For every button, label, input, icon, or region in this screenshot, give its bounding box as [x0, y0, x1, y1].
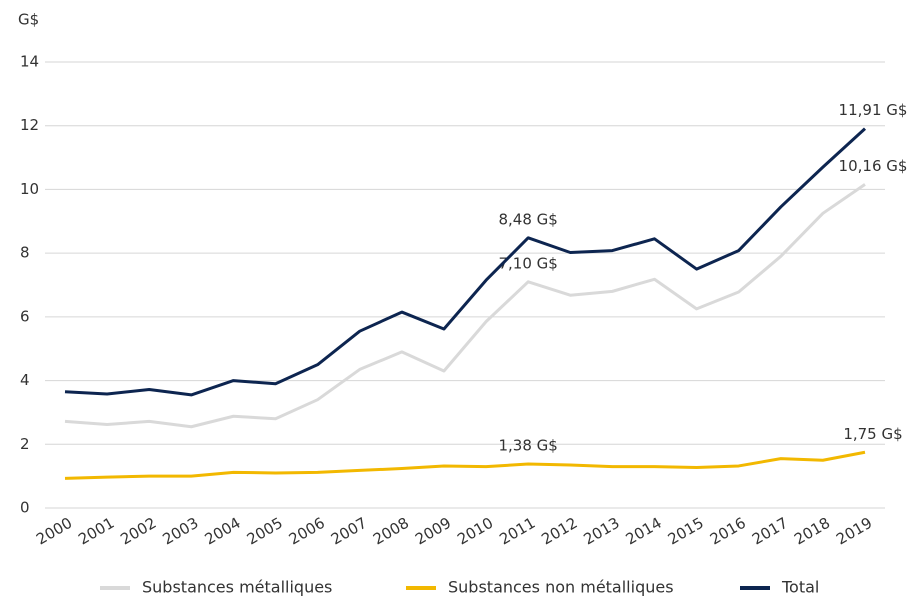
value-label: 8,48 G$ [498, 210, 557, 228]
y-tick-label: 2 [20, 435, 30, 453]
y-axis-label: G$ [18, 11, 39, 29]
value-label: 7,10 G$ [498, 254, 557, 272]
x-tick-label: 2008 [370, 514, 412, 549]
x-tick-label: 2012 [538, 514, 580, 549]
y-tick-label: 6 [20, 307, 30, 325]
y-tick-label: 14 [20, 53, 39, 71]
x-tick-label: 2011 [496, 514, 538, 549]
legend-label: Substances non métalliques [448, 578, 674, 597]
x-tick-label: 2005 [244, 514, 286, 549]
y-tick-label: 8 [20, 244, 30, 262]
value-label: 1,75 G$ [843, 425, 902, 443]
x-tick-label: 2010 [454, 514, 496, 549]
x-tick-label: 2013 [581, 514, 623, 549]
x-tick-label: 2009 [412, 514, 454, 549]
x-tick-label: 2017 [749, 514, 791, 549]
x-tick-label: 2014 [623, 514, 665, 549]
legend-label: Total [781, 578, 819, 597]
legend-label: Substances métalliques [142, 578, 332, 597]
x-tick-label: 2000 [33, 514, 75, 549]
x-tick-label: 2015 [665, 514, 707, 549]
y-tick-label: 0 [20, 499, 30, 517]
x-tick-label: 2007 [328, 514, 370, 549]
y-tick-label: 4 [20, 371, 30, 389]
x-tick-label: 2002 [117, 514, 159, 549]
x-tick-label: 2004 [202, 514, 244, 549]
x-tick-label: 2001 [75, 514, 117, 549]
x-tick-label: 2016 [707, 514, 749, 549]
x-tick-label: 2019 [833, 514, 875, 549]
y-tick-label: 12 [20, 116, 39, 134]
value-label: 11,91 G$ [839, 101, 908, 119]
y-tick-label: 10 [20, 180, 39, 198]
x-tick-label: 2018 [791, 514, 833, 549]
line-series [64, 183, 866, 429]
x-tick-label: 2006 [286, 514, 328, 549]
line-series [64, 127, 867, 397]
line-series [64, 450, 866, 480]
x-tick-label: 2003 [159, 514, 201, 549]
value-label: 1,38 G$ [498, 437, 557, 455]
value-label: 10,16 G$ [839, 157, 908, 175]
